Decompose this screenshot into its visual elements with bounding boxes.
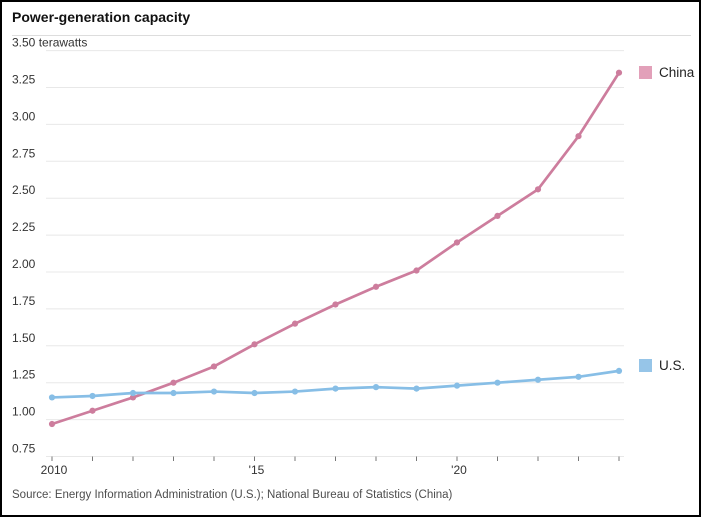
data-point-us <box>615 367 623 374</box>
data-point-us <box>372 384 380 391</box>
x-axis-tick-label: 2010 <box>41 463 68 477</box>
y-axis-tick-label: 1.00 <box>12 405 36 419</box>
data-point-china <box>615 69 623 76</box>
y-axis-tick-label: 2.75 <box>12 146 36 160</box>
data-point-us <box>453 382 461 389</box>
data-point-china <box>534 186 542 193</box>
data-point-us <box>170 389 177 397</box>
title-divider <box>12 35 691 36</box>
us-swatch-icon <box>639 359 652 372</box>
legend-label-us: U.S. <box>659 358 686 373</box>
y-axis-tick-label: 3.25 <box>12 73 36 87</box>
data-point-china <box>251 341 258 348</box>
legend-label-china: China <box>659 65 695 80</box>
data-point-us <box>291 388 299 395</box>
data-point-china <box>89 407 96 414</box>
y-axis-tick-label: 1.25 <box>12 368 36 382</box>
data-point-us <box>575 373 582 380</box>
series-line-us <box>51 369 620 399</box>
data-point-china <box>494 212 501 220</box>
y-axis-tick-label: 2.00 <box>12 257 36 271</box>
data-point-china <box>210 363 218 370</box>
y-axis-tick-label: 0.75 <box>12 442 36 456</box>
china-swatch-icon <box>639 66 652 79</box>
data-point-us <box>251 389 258 397</box>
data-point-us <box>494 379 501 386</box>
x-axis-tick-label: '20 <box>451 463 467 477</box>
data-point-us <box>129 389 137 397</box>
y-axis-tick-label: 3.50 terawatts <box>12 36 87 50</box>
data-point-china <box>413 267 420 274</box>
data-point-us <box>48 394 56 401</box>
data-point-china <box>170 379 177 386</box>
data-point-china <box>291 320 299 327</box>
legend-item-china: China <box>639 65 694 80</box>
data-point-china <box>332 301 339 308</box>
data-point-us <box>210 388 218 395</box>
x-axis-tick-label: '15 <box>249 463 265 477</box>
y-axis-tick-label: 1.75 <box>12 294 36 308</box>
chart-title: Power-generation capacity <box>12 9 191 25</box>
source-attribution: Source: Energy Information Administratio… <box>12 489 453 501</box>
series-line-china <box>51 72 621 426</box>
data-point-china <box>575 133 582 140</box>
data-point-us <box>534 376 542 383</box>
data-point-us <box>89 392 96 400</box>
y-axis-tick-label: 1.50 <box>12 331 36 345</box>
data-point-china <box>453 239 461 246</box>
data-point-china <box>372 283 380 290</box>
y-axis-tick-label: 2.25 <box>12 220 36 234</box>
data-point-us <box>413 385 420 392</box>
y-axis-tick-label: 2.50 <box>12 183 36 197</box>
y-axis-tick-label: 3.00 <box>12 109 36 123</box>
legend-item-us: U.S. <box>639 358 685 373</box>
data-point-china <box>129 394 137 401</box>
data-point-us <box>332 385 339 392</box>
data-point-china <box>48 420 56 428</box>
